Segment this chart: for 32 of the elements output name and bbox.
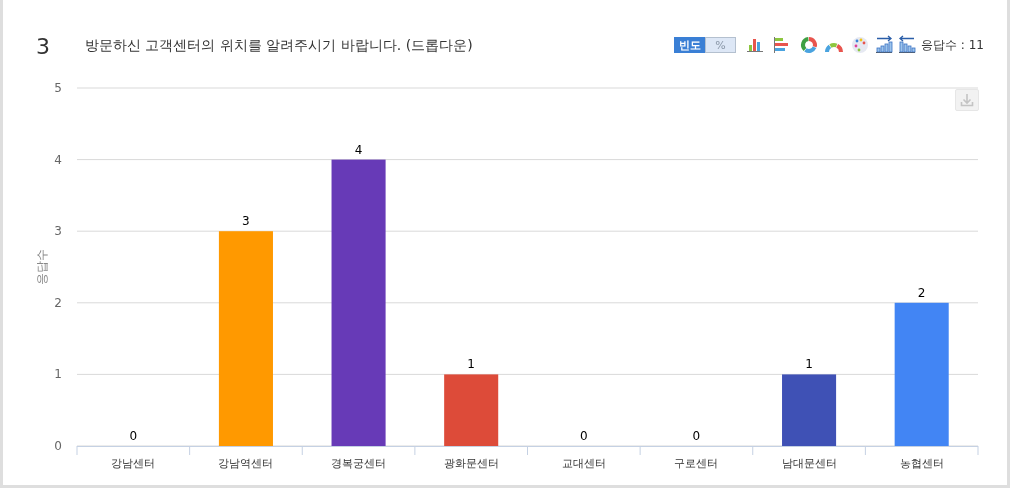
data-label: 1 [467,357,476,372]
bar [894,302,949,446]
x-tick-label: 농협센터 [899,456,944,470]
data-label: 0 [579,429,588,443]
x-tick-label: 교대센터 [561,456,606,470]
data-label: 2 [917,285,926,300]
x-tick-label: 구로센터 [674,456,719,470]
x-tick-label: 광화문센터 [443,456,499,470]
chart-title: 방문하신 고객센터의 위치를 알려주시기 바랍니다. (드롭다운) [85,37,473,53]
y-tick-label: 3 [54,224,62,239]
data-label: 0 [129,429,138,443]
data-label: 0 [692,429,701,443]
bar [218,231,273,446]
x-tick-label: 남대문센터 [781,456,837,470]
y-tick-label: 4 [54,152,62,167]
control-frequency: 빈도 [674,37,705,53]
bar [331,159,386,446]
data-label: 1 [805,357,813,372]
bar [444,374,499,446]
y-tick-label: 5 [54,81,62,95]
control-percent: % [705,37,736,53]
y-tick-label: 1 [54,367,62,382]
data-label: 4 [354,142,363,157]
data-label: 3 [242,214,250,229]
bar [782,374,837,446]
y-tick-label: 2 [54,295,62,310]
y-tick-label: 0 [54,439,62,453]
x-tick-label: 강남센터 [111,456,156,470]
x-tick-label: 강남역센터 [218,456,274,470]
y-axis-title: 응답수 [35,249,49,285]
text: 응답수 : 11 [921,38,984,52]
x-tick-label: 경복궁센터 [331,456,387,470]
